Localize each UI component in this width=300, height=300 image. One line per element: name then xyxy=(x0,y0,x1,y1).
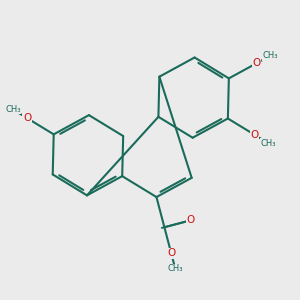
Text: O: O xyxy=(250,130,259,140)
Text: O: O xyxy=(252,58,260,68)
Text: O: O xyxy=(186,215,194,225)
Text: CH₃: CH₃ xyxy=(168,264,183,273)
Text: CH₃: CH₃ xyxy=(261,139,276,148)
Text: O: O xyxy=(23,113,31,123)
Text: CH₃: CH₃ xyxy=(5,105,21,114)
Text: CH₃: CH₃ xyxy=(263,51,278,60)
Text: O: O xyxy=(167,248,175,258)
